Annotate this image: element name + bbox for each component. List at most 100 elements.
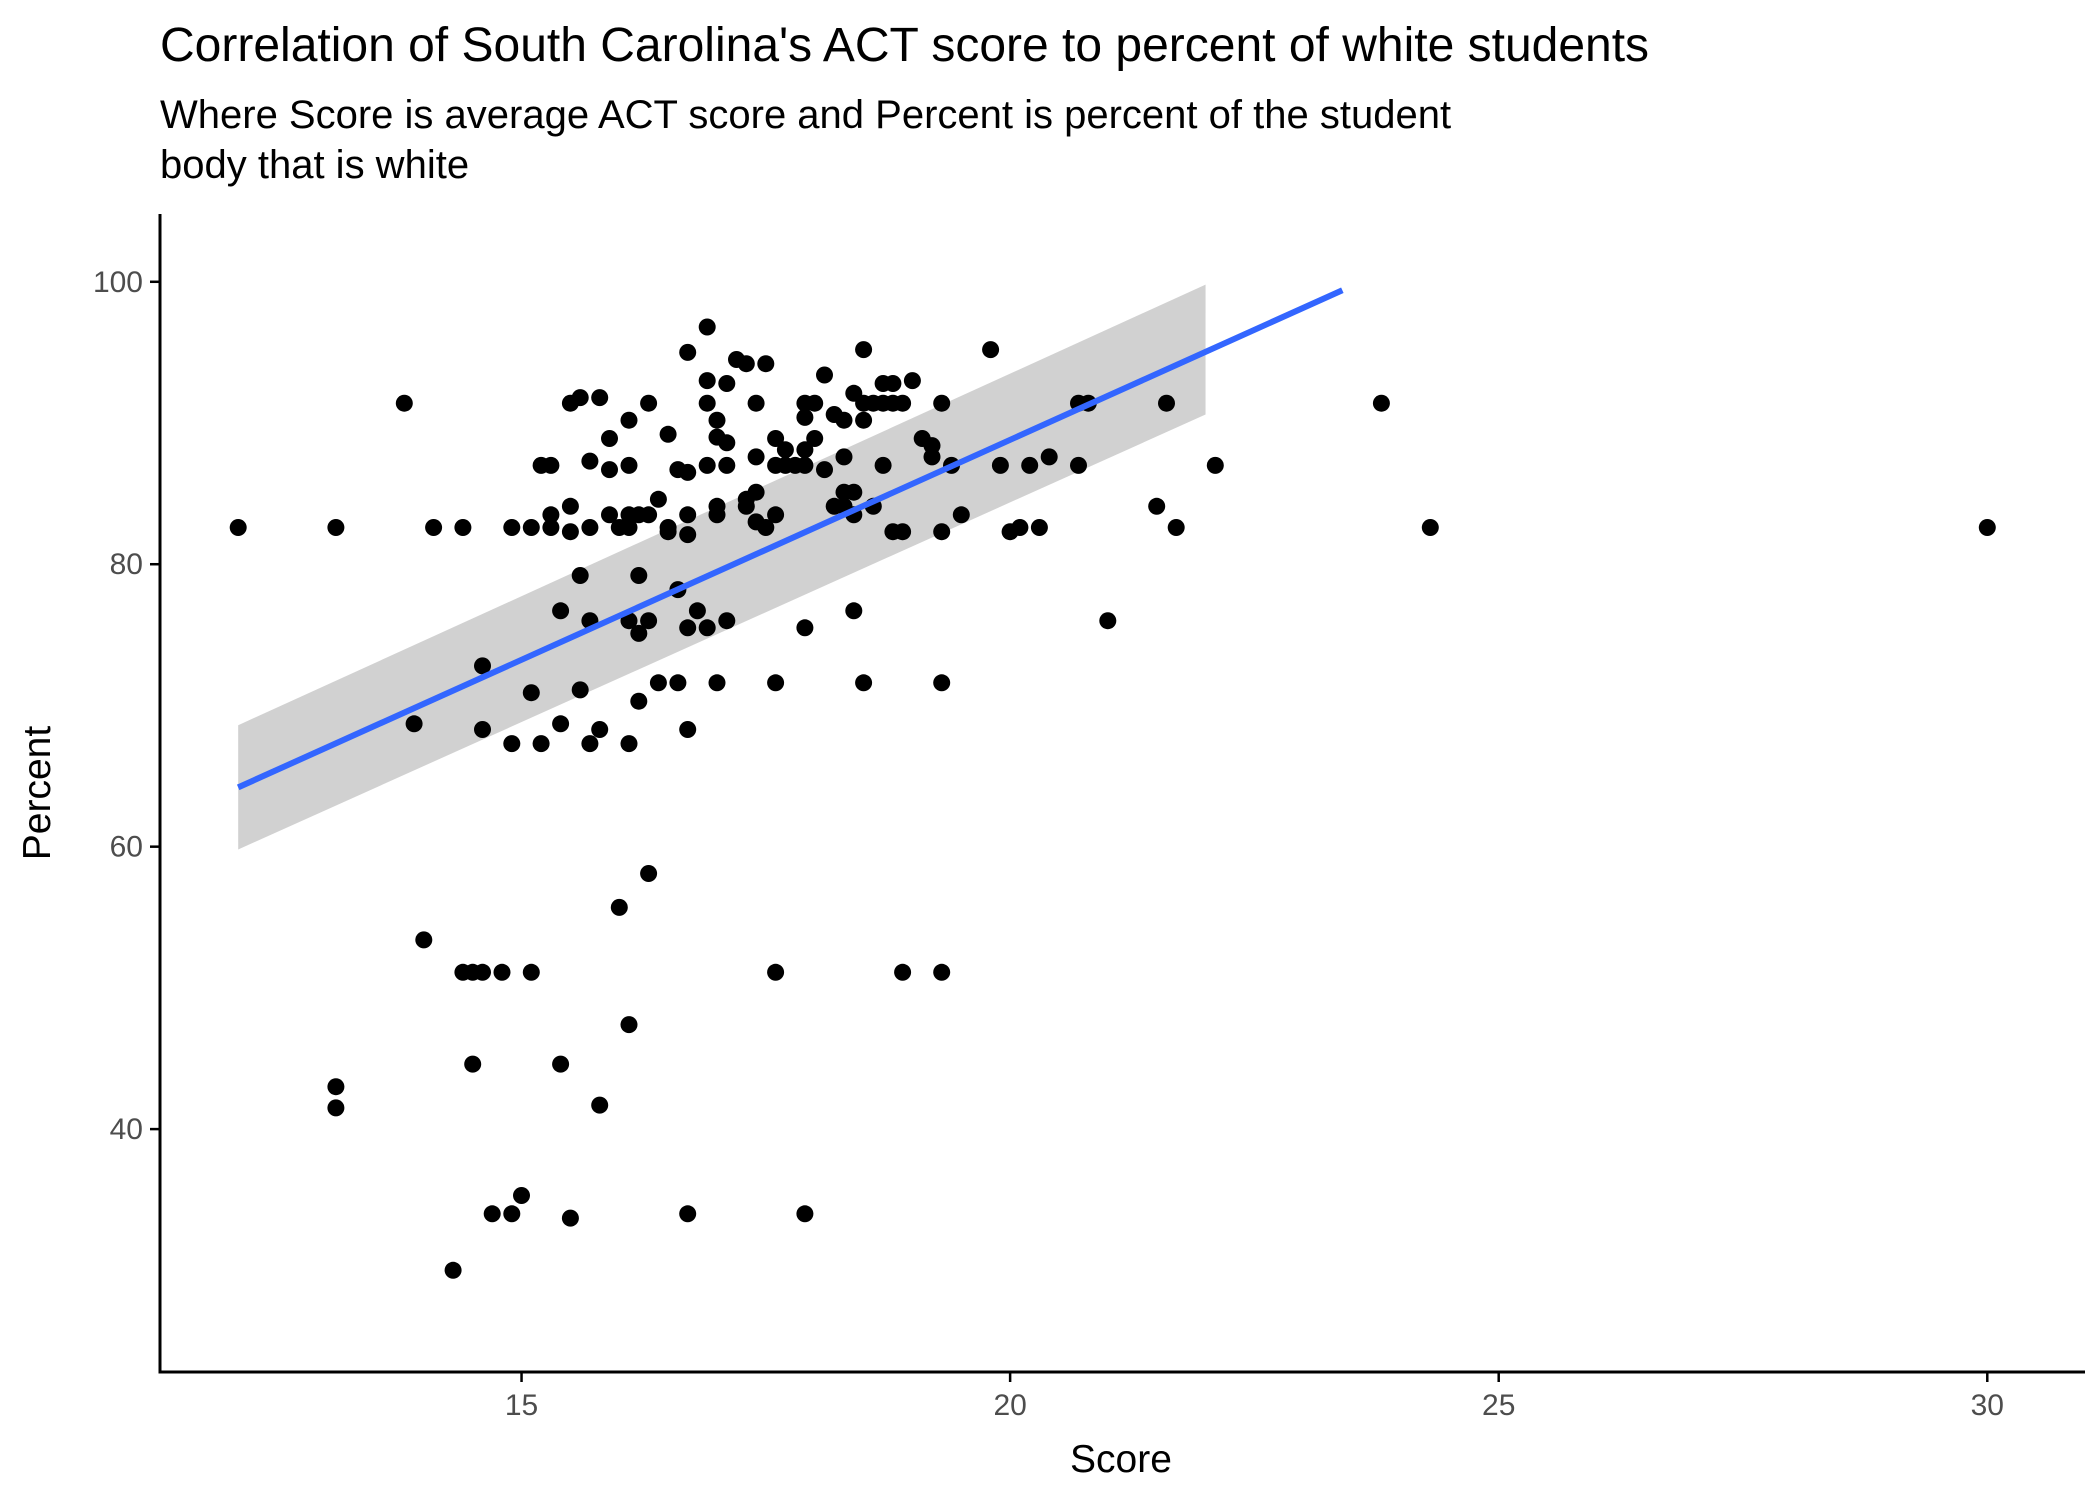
data-point — [552, 715, 570, 733]
data-point — [767, 430, 785, 447]
data-point — [630, 692, 648, 710]
data-point — [718, 375, 736, 392]
data-point — [659, 425, 677, 443]
data-point — [796, 456, 814, 474]
data-point — [718, 612, 736, 630]
y-tick-label: 80 — [110, 548, 143, 581]
data-point — [796, 441, 814, 459]
data-point — [991, 456, 1009, 474]
data-point — [816, 461, 833, 479]
data-point — [464, 1055, 482, 1073]
data-point — [747, 394, 765, 412]
data-point — [571, 567, 589, 584]
data-point — [952, 506, 970, 524]
data-point — [620, 519, 638, 536]
data-point — [474, 721, 491, 738]
data-point — [649, 674, 667, 692]
data-point — [552, 1055, 570, 1073]
data-point — [698, 619, 716, 637]
data-point — [698, 394, 716, 412]
y-tick-label: 60 — [110, 831, 143, 864]
data-point — [454, 519, 472, 536]
data-point — [679, 619, 697, 637]
data-point — [718, 434, 736, 452]
data-point — [796, 1205, 814, 1223]
data-point — [630, 567, 648, 584]
data-point — [679, 463, 697, 481]
data-point — [669, 674, 687, 692]
data-point — [747, 483, 765, 501]
data-point — [698, 372, 716, 390]
data-point — [630, 624, 648, 642]
data-points-layer — [229, 318, 1996, 1279]
data-point — [444, 1261, 462, 1279]
data-point — [620, 411, 638, 429]
data-point — [601, 430, 618, 447]
data-point — [474, 963, 491, 981]
y-axis-title: Percent — [16, 726, 59, 861]
chart-subtitle-line-2: body that is white — [160, 143, 469, 187]
data-point — [601, 506, 618, 524]
data-point — [708, 506, 726, 524]
data-point — [737, 497, 755, 515]
data-point — [513, 1187, 530, 1204]
data-point — [493, 963, 511, 981]
data-point — [737, 355, 755, 373]
data-point — [1158, 394, 1175, 412]
data-point — [503, 519, 521, 536]
data-point — [845, 483, 863, 501]
data-point — [776, 441, 794, 459]
data-point — [620, 1016, 638, 1034]
data-point — [561, 1209, 579, 1227]
data-point — [796, 619, 814, 637]
data-point — [591, 389, 609, 407]
data-point — [1030, 519, 1048, 536]
data-point — [405, 715, 423, 733]
data-point — [806, 430, 824, 447]
data-point — [522, 519, 540, 536]
data-point — [552, 602, 570, 620]
x-tick-label: 25 — [1482, 1389, 1515, 1422]
data-point — [767, 506, 785, 524]
data-point — [894, 394, 912, 412]
data-point — [542, 506, 560, 524]
x-tick-label: 20 — [993, 1389, 1026, 1422]
data-point — [679, 1205, 697, 1223]
data-point — [698, 456, 716, 474]
data-point — [767, 674, 785, 692]
data-point — [474, 657, 491, 675]
data-point — [874, 456, 892, 474]
data-point — [679, 721, 697, 738]
data-point — [1206, 456, 1224, 474]
data-point — [933, 523, 951, 541]
data-point — [581, 735, 599, 753]
data-point — [923, 448, 941, 466]
data-point — [1372, 394, 1390, 412]
data-point — [835, 448, 853, 466]
data-point — [816, 366, 833, 384]
data-point — [395, 394, 413, 412]
x-axis-ticks: 15 20 25 30 — [505, 1372, 2004, 1422]
data-point — [1070, 456, 1087, 474]
data-point — [855, 674, 873, 692]
data-point — [522, 963, 540, 981]
data-point — [796, 408, 814, 426]
data-point — [806, 394, 824, 412]
x-axis-title: Score — [1070, 1438, 1172, 1481]
data-point — [581, 452, 599, 470]
data-point — [591, 721, 609, 738]
data-point — [532, 735, 550, 753]
data-point — [903, 372, 921, 390]
data-point — [610, 898, 628, 916]
data-point — [855, 411, 873, 429]
data-point — [327, 1099, 345, 1117]
data-point — [571, 681, 589, 699]
data-point — [571, 389, 589, 407]
data-point — [1099, 612, 1117, 630]
data-point — [649, 490, 667, 508]
data-point — [327, 1078, 345, 1096]
data-point — [425, 519, 443, 536]
data-point — [640, 612, 658, 630]
data-point — [483, 1205, 501, 1223]
